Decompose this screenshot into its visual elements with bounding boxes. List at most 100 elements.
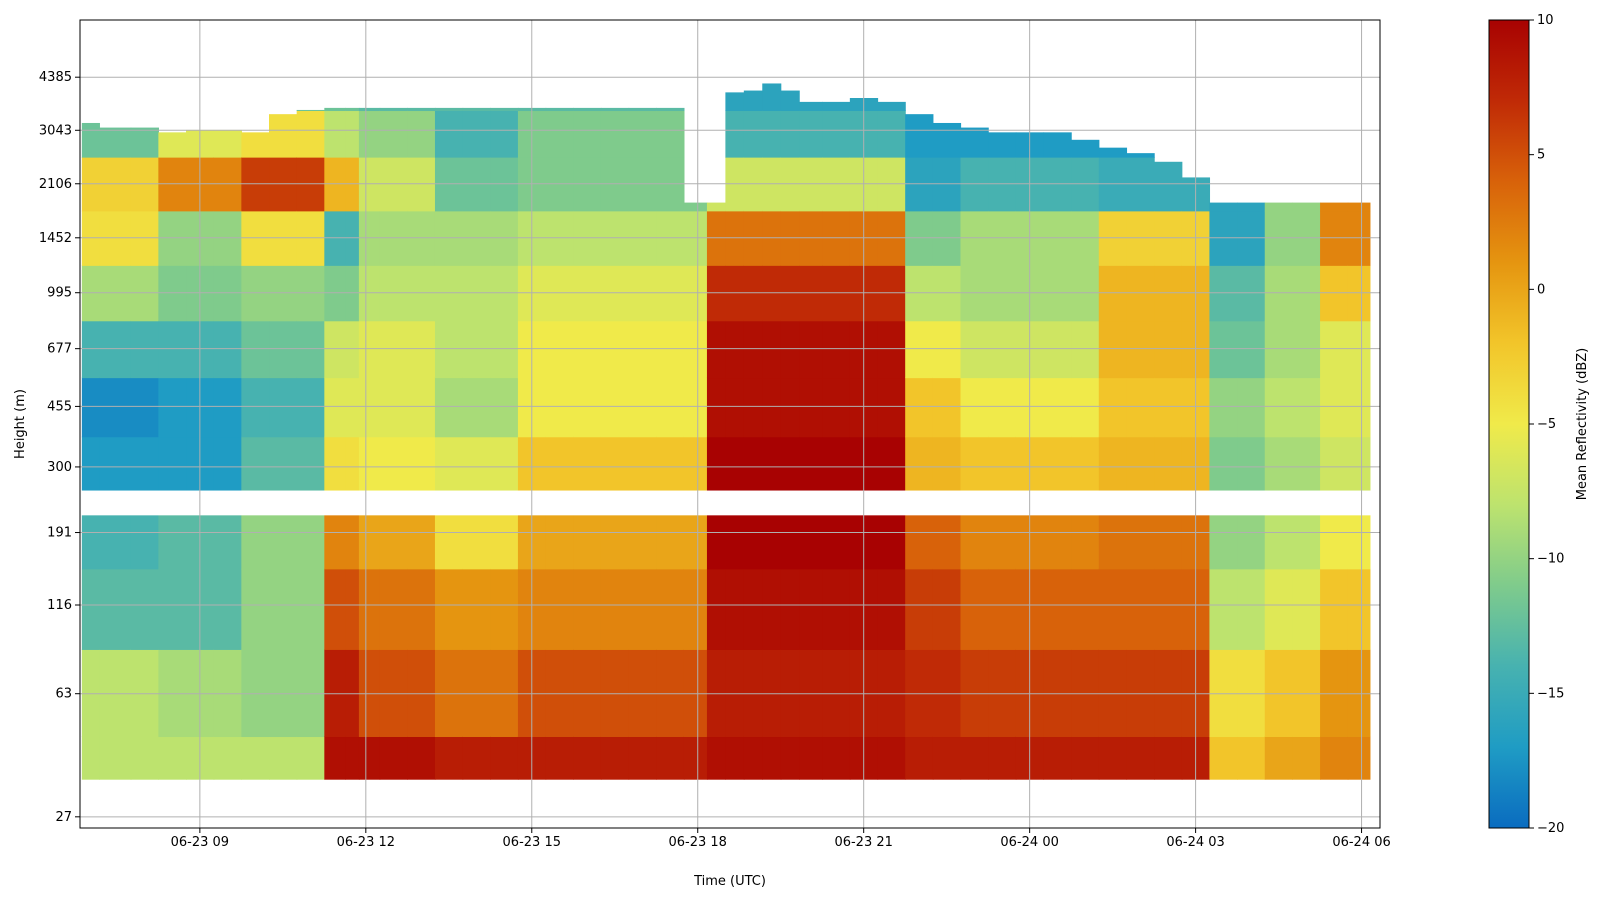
heatmap-cell [1347, 649, 1371, 738]
heatmap-cell [799, 649, 823, 738]
heatmap-cell [1098, 649, 1128, 738]
heatmap-cell [241, 210, 270, 266]
heatmap-cell [545, 265, 574, 322]
heatmap-cell [1154, 436, 1183, 501]
heatmap-cell [407, 568, 436, 650]
heatmap-cell [628, 649, 657, 738]
heatmap-cell [780, 436, 800, 501]
heatmap-cell [462, 568, 491, 650]
heatmap-cell [706, 649, 726, 738]
heatmap-cell [877, 377, 906, 438]
heatmap-cell [960, 265, 989, 322]
heatmap-cell [296, 436, 325, 501]
heatmap-cell [130, 377, 159, 438]
heatmap-cell [241, 320, 270, 379]
x-tick-label: 06-24 00 [1000, 835, 1058, 850]
heatmap-cell [706, 320, 726, 379]
x-tick-label: 06-23 18 [669, 835, 727, 850]
heatmap-cell [573, 649, 602, 738]
heatmap-cell [1347, 436, 1371, 501]
heatmap-cell [1071, 436, 1100, 501]
y-tick-label: 4385 [39, 70, 72, 85]
heatmap-cell [1098, 320, 1128, 379]
heatmap-cell [960, 210, 989, 266]
heatmap-cell [905, 377, 934, 438]
heatmap-cell [81, 649, 100, 738]
y-tick-label: 455 [47, 399, 72, 414]
heatmap-cell [545, 377, 574, 438]
heatmap-cell [725, 377, 745, 438]
heatmap-cell [434, 107, 464, 112]
heatmap-cell [762, 499, 782, 570]
heatmap-cell [656, 377, 685, 438]
heatmap-cell [99, 736, 132, 780]
heatmap-cell [743, 736, 763, 780]
heatmap-cell [628, 265, 657, 322]
heatmap-cell [81, 210, 100, 266]
heatmap-cell [988, 210, 1017, 266]
heatmap-cell [462, 265, 491, 322]
heatmap-cell [600, 736, 630, 780]
heatmap-cell [1043, 265, 1072, 322]
heatmap-cell [725, 110, 745, 158]
heatmap-cell [1209, 436, 1238, 501]
heatmap-cell [932, 377, 962, 438]
heatmap-cell [1264, 320, 1294, 379]
heatmap-cell [988, 649, 1017, 738]
heatmap-cell [905, 568, 934, 650]
heatmap-cell [1098, 377, 1128, 438]
heatmap-cell [1043, 320, 1072, 379]
heatmap-cell [358, 736, 381, 780]
heatmap-cell [683, 499, 708, 570]
heatmap-cell [1043, 436, 1072, 501]
heatmap-cell [960, 568, 989, 650]
heatmap-cell [345, 736, 360, 780]
heatmap-cell [130, 210, 159, 266]
heatmap-cell [324, 110, 346, 158]
heatmap-cell [656, 110, 685, 158]
heatmap-cell [81, 122, 100, 158]
y-tick-label: 300 [47, 460, 72, 475]
heatmap-cell [545, 210, 574, 266]
heatmap-cell [545, 649, 574, 738]
heatmap-cell [345, 210, 360, 266]
heatmap-cell [1098, 436, 1128, 501]
heatmap-cell [877, 110, 906, 158]
heatmap-cell [628, 377, 657, 438]
heatmap-cell [407, 320, 436, 379]
heatmap-cell [434, 436, 464, 501]
heatmap-cell [158, 265, 187, 322]
x-tick-label: 06-23 09 [171, 835, 229, 850]
heatmap-cell [932, 320, 962, 379]
heatmap-cell [1264, 436, 1294, 501]
x-tick-label: 06-24 06 [1332, 835, 1390, 850]
heatmap-cell [434, 320, 464, 379]
heatmap-cell [877, 436, 906, 501]
heatmap-cell [1320, 210, 1349, 266]
heatmap-cell [545, 107, 574, 112]
heatmap-cell [762, 110, 782, 158]
heatmap-cell [799, 736, 823, 780]
heatmap-cell [822, 265, 851, 322]
heatmap-cell [358, 377, 381, 438]
heatmap-cell [1098, 568, 1128, 650]
heatmap-cell [706, 568, 726, 650]
heatmap-cell [358, 499, 381, 570]
heatmap-cell [407, 210, 436, 266]
y-tick-label: 191 [47, 526, 72, 541]
heatmap-cell [960, 377, 989, 438]
heatmap-cell [600, 320, 630, 379]
range-gate-gap [80, 490, 1380, 516]
heatmap-cell [600, 649, 630, 738]
heatmap-cell [1292, 210, 1321, 266]
heatmap-cell [269, 568, 298, 650]
heatmap-cell [600, 210, 630, 266]
heatmap-cell [1320, 265, 1349, 322]
heatmap-cell [99, 265, 132, 322]
heatmap-cell [1292, 436, 1321, 501]
colorbar-tick-label: −15 [1537, 686, 1564, 701]
heatmap-cell [1347, 265, 1371, 322]
colorbar-tick-label: 5 [1537, 148, 1545, 163]
heatmap-cell [1264, 568, 1294, 650]
